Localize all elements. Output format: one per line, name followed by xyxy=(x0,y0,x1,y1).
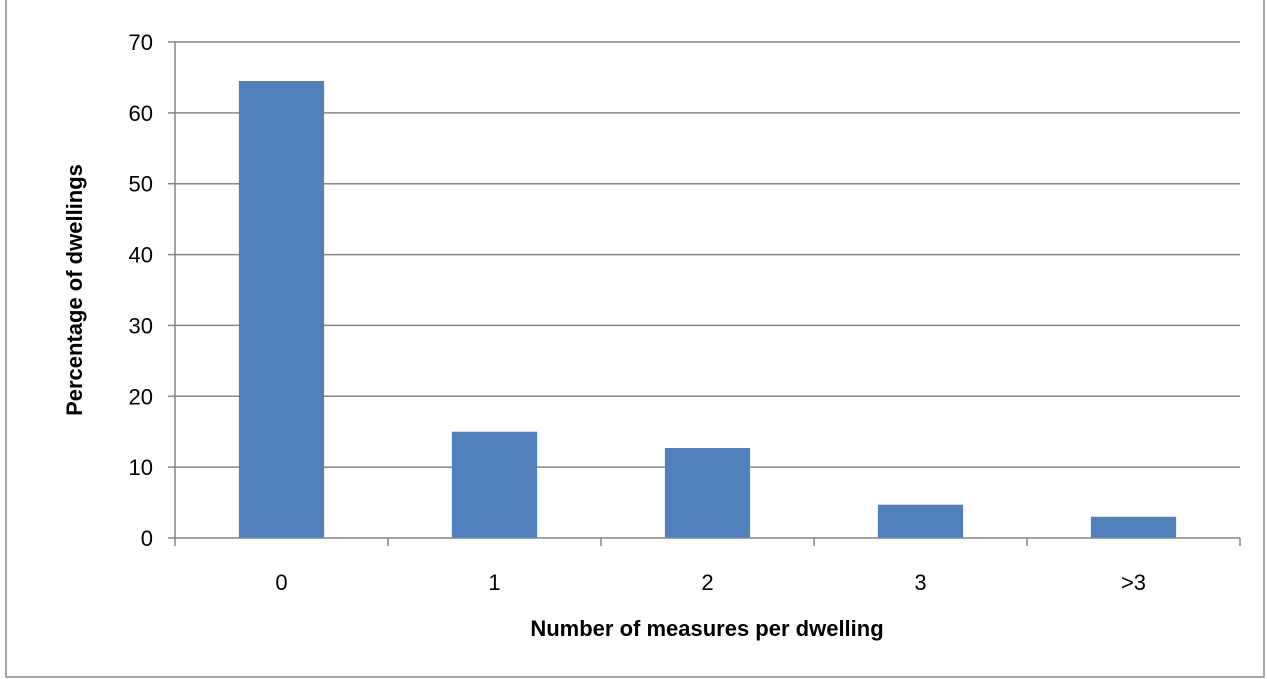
axes xyxy=(174,42,1241,546)
chart-border xyxy=(5,0,1265,678)
x-tick-labels: 0 1 2 3 >3 xyxy=(275,570,1146,595)
bars xyxy=(238,80,1177,538)
y-tick-label: 20 xyxy=(129,384,153,409)
y-axis-title: Percentage of dwellings xyxy=(62,164,87,416)
y-tick-label: 60 xyxy=(129,101,153,126)
y-tick-label: 50 xyxy=(129,172,153,197)
x-axis-title: Number of measures per dwelling xyxy=(530,616,883,641)
y-tick-labels: 0 10 20 30 40 50 60 70 xyxy=(129,30,153,551)
y-tick-label: 10 xyxy=(129,455,153,480)
bar xyxy=(664,448,751,538)
y-tick-label: 40 xyxy=(129,243,153,268)
bar xyxy=(877,504,964,538)
y-tick-label: 0 xyxy=(141,526,153,551)
y-tick-label: 30 xyxy=(129,313,153,338)
gridlines xyxy=(168,41,1240,539)
x-tick-label: 1 xyxy=(488,570,500,595)
y-tick-label: 70 xyxy=(129,30,153,55)
bar xyxy=(451,431,538,538)
x-tick-label: 2 xyxy=(701,570,713,595)
x-tick-label: 3 xyxy=(914,570,926,595)
x-tick-label: >3 xyxy=(1121,570,1146,595)
bar xyxy=(238,80,325,538)
x-tick-label: 0 xyxy=(275,570,287,595)
bar xyxy=(1090,516,1177,538)
